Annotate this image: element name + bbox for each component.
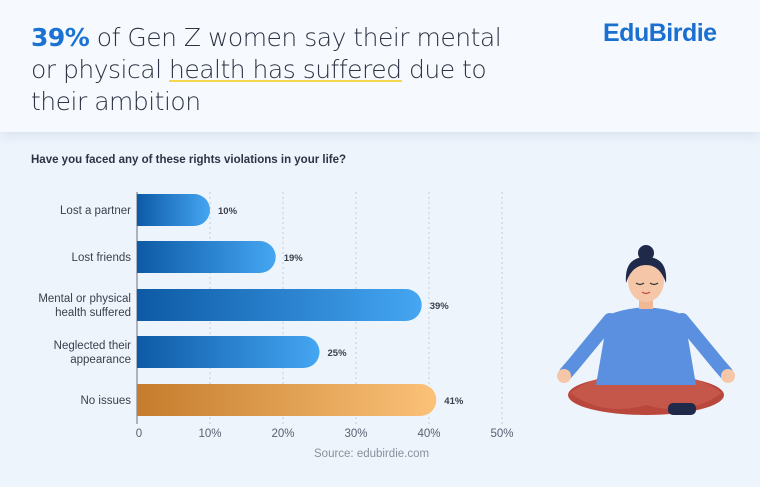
bar-value-label: 25% bbox=[328, 348, 348, 359]
source-note: Source: edubirdie.com bbox=[314, 448, 430, 460]
headline-underlined: health has suffered bbox=[168, 55, 402, 84]
category-label: health suffered bbox=[55, 307, 131, 319]
category-label: Neglected their bbox=[54, 340, 132, 352]
category-label: Lost a partner bbox=[60, 205, 131, 217]
header: 39% of Gen Z women say their mental or p… bbox=[0, 0, 760, 132]
bar-value-label: 19% bbox=[284, 253, 304, 264]
bar bbox=[137, 336, 320, 368]
category-label: No issues bbox=[81, 395, 132, 407]
x-tick-label: 0 bbox=[136, 428, 142, 440]
x-tick-label: 50% bbox=[490, 428, 513, 440]
x-tick-label: 40% bbox=[417, 428, 440, 440]
category-label: appearance bbox=[70, 354, 131, 366]
headline-text: of Gen Z women say their mental or physi… bbox=[31, 23, 502, 84]
bar bbox=[137, 241, 276, 273]
x-tick-label: 30% bbox=[344, 428, 367, 440]
category-label: Mental or physical bbox=[38, 293, 131, 305]
bar bbox=[137, 289, 422, 321]
headline-text-end: due to their ambition bbox=[31, 55, 487, 116]
headline-highlight: 39% bbox=[31, 23, 90, 52]
bar-value-label: 10% bbox=[218, 206, 238, 217]
bar-value-label: 41% bbox=[444, 396, 464, 407]
category-label: Lost friends bbox=[72, 252, 132, 264]
bar-chart: 0 10% 20% 30% 40% 50% 10% Lost a partner 19% Lost… bbox=[38, 192, 514, 440]
x-tick-label: 10% bbox=[198, 428, 221, 440]
bar bbox=[137, 384, 437, 416]
edubirdie-logo: EduBirdie bbox=[603, 19, 717, 47]
meditating-woman-illustration bbox=[557, 245, 735, 415]
bar bbox=[137, 194, 210, 226]
x-tick-label: 20% bbox=[271, 428, 294, 440]
chart-title: Have you faced any of these rights viola… bbox=[31, 154, 347, 166]
headline: 39% of Gen Z women say their mental or p… bbox=[31, 22, 531, 118]
bar-value-label: 39% bbox=[430, 301, 450, 312]
